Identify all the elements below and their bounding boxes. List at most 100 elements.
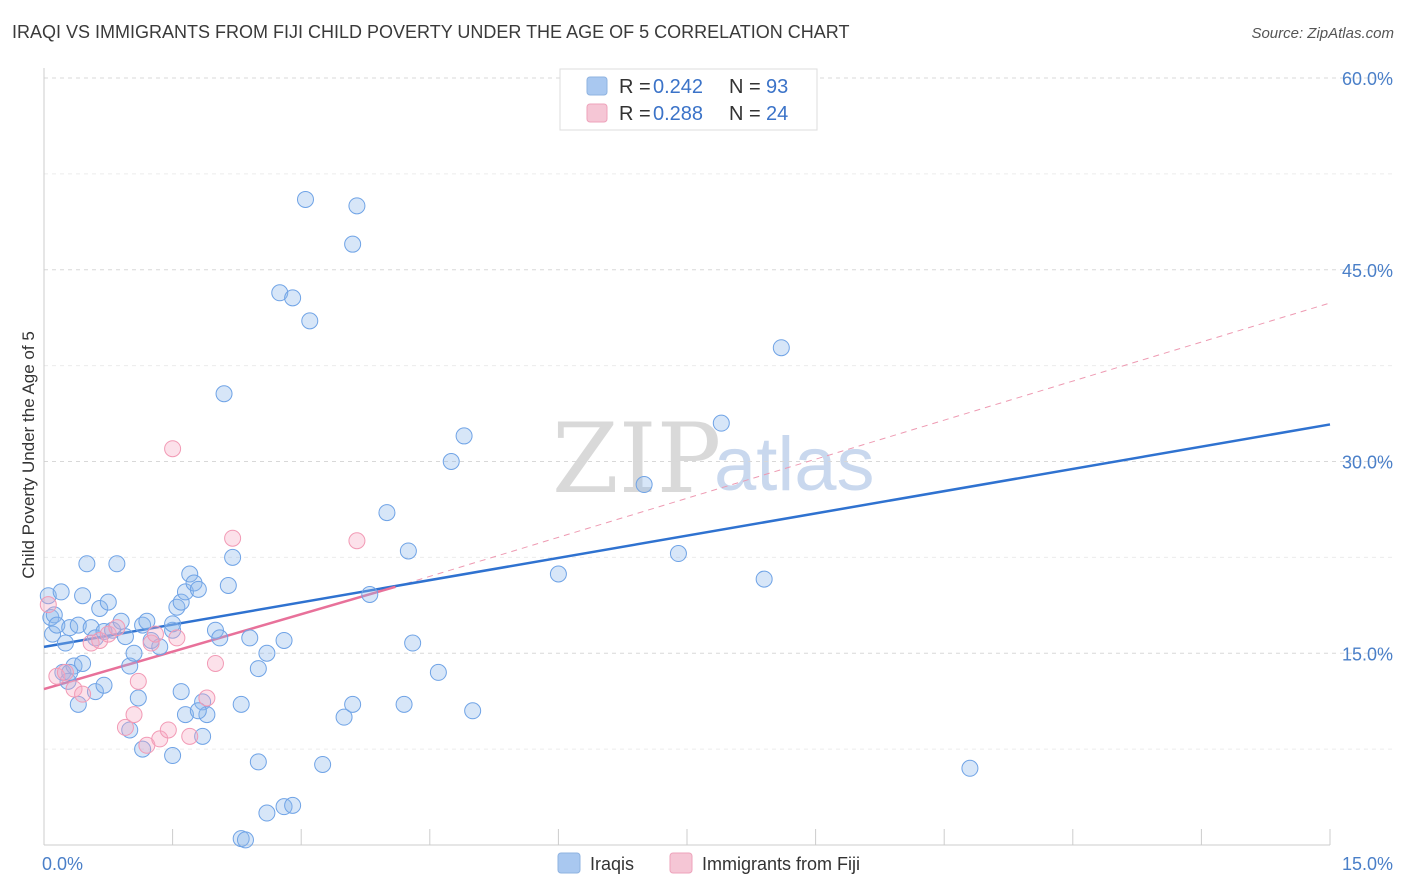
fiji-point [116, 718, 134, 736]
iraqi-point [232, 695, 250, 713]
iraqi-point [224, 548, 242, 566]
correlation-legend: R = 0.242 N = 93 R = 0.288 N = 24 [559, 68, 818, 131]
iraqi-point [301, 312, 319, 330]
iraqi-point [258, 804, 276, 822]
iraqi-point [108, 555, 126, 573]
x-tick-label: 15.0% [1342, 854, 1393, 874]
fiji-point [206, 654, 224, 672]
iraqi-point [48, 616, 66, 634]
iraqi-point [271, 284, 289, 302]
iraqi-point [52, 583, 70, 601]
fiji-point [224, 529, 242, 547]
iraqi-point [241, 629, 259, 647]
legend-r-label-2: R = [619, 103, 651, 125]
iraqi-point [344, 695, 362, 713]
iraqi-point [45, 606, 63, 624]
iraqi-point [404, 634, 422, 652]
series-label-fiji: Immigrants from Fiji [702, 854, 860, 874]
fiji-point [146, 625, 164, 643]
iraqi-point [236, 831, 254, 849]
series-swatch-fiji [669, 852, 693, 874]
fiji-point [142, 634, 160, 652]
iraqi-point [284, 796, 302, 814]
series-swatch-iraqis [557, 852, 581, 874]
source-label: Source: ZipAtlas.com [1251, 25, 1394, 42]
iraqi-point [635, 476, 653, 494]
fiji-point [125, 706, 143, 724]
iraqi-point [194, 727, 212, 745]
iraqi-point [249, 660, 267, 678]
iraqi-point [172, 683, 190, 701]
chart-title: IRAQI VS IMMIGRANTS FROM FIJI CHILD POVE… [12, 22, 849, 42]
iraqi-point [91, 600, 109, 618]
iraqi-point [669, 545, 687, 563]
iraqi-point [44, 625, 62, 643]
iraqi-point [335, 708, 353, 726]
x-axis-minor-ticks [43, 829, 1331, 845]
iraqi-point [172, 593, 190, 611]
y-tick-label: 30.0% [1342, 453, 1393, 473]
iraqi-point [129, 689, 147, 707]
legend-n-value-1: 93 [766, 76, 788, 98]
zipatlas-watermark: ZIP atlas [552, 403, 875, 515]
iraqi-point [176, 583, 194, 601]
y-tick-label: 60.0% [1342, 69, 1393, 89]
data-points [39, 190, 979, 849]
iraqi-point [74, 654, 92, 672]
iraqi-point [258, 644, 276, 662]
iraqi-point [772, 339, 790, 357]
iraqi-point [429, 663, 447, 681]
y-tick-label: 45.0% [1342, 261, 1393, 281]
iraqi-point [198, 706, 216, 724]
fiji-point [168, 629, 186, 647]
legend-r-value-2: 0.288 [653, 103, 703, 125]
iraqi-point [455, 427, 473, 445]
iraqi-point [755, 570, 773, 588]
iraqi-point [74, 587, 92, 605]
iraqi-point [361, 585, 379, 603]
iraqi-point [39, 587, 57, 605]
iraqi-point [138, 612, 156, 630]
iraqi-point [399, 542, 417, 560]
legend-n-label-2: N = [729, 103, 761, 125]
legend-n-label-1: N = [729, 76, 761, 98]
iraqi-point [215, 385, 233, 403]
iraqi-point [219, 576, 237, 594]
fiji-point [39, 596, 57, 614]
iraqi-point [176, 706, 194, 724]
iraqi-point [395, 695, 413, 713]
watermark-zip: ZIP [552, 403, 721, 515]
fiji-point [198, 689, 216, 707]
fiji-point [65, 680, 83, 698]
fiji-point [348, 532, 366, 550]
y-tick-label: 15.0% [1342, 644, 1393, 664]
fiji-point [56, 663, 74, 681]
legend-n-value-2: 24 [766, 103, 788, 125]
iraqi-point [69, 695, 87, 713]
iraqi-trend-line [43, 423, 1331, 649]
legend-swatch-fiji [586, 103, 608, 123]
iraqi-point [211, 629, 229, 647]
fiji-point [91, 631, 109, 649]
series-label-iraqis: Iraqis [590, 854, 634, 874]
iraqi-point [189, 580, 207, 598]
watermark-atlas: atlas [714, 422, 875, 507]
legend-swatch-iraqis [586, 76, 608, 96]
iraqi-point [284, 289, 302, 307]
y-axis-label: Child Poverty Under the Age of 5 [19, 331, 38, 579]
iraqi-point [348, 197, 366, 215]
iraqi-point [151, 638, 169, 656]
iraqi-point [78, 555, 96, 573]
series-legend: Iraqis Immigrants from Fiji [557, 852, 860, 874]
fiji-trend-extension [395, 302, 1331, 588]
iraqi-point [95, 676, 113, 694]
iraqi-point [442, 453, 460, 470]
iraqi-point [314, 755, 332, 773]
y-axis-ticks: 15.0% 30.0% 45.0% 60.0% [1342, 69, 1393, 664]
iraqi-point [275, 798, 293, 816]
iraqi-point [344, 235, 362, 253]
iraqi-point [99, 593, 117, 611]
fiji-point [151, 730, 169, 748]
fiji-point [129, 672, 147, 690]
